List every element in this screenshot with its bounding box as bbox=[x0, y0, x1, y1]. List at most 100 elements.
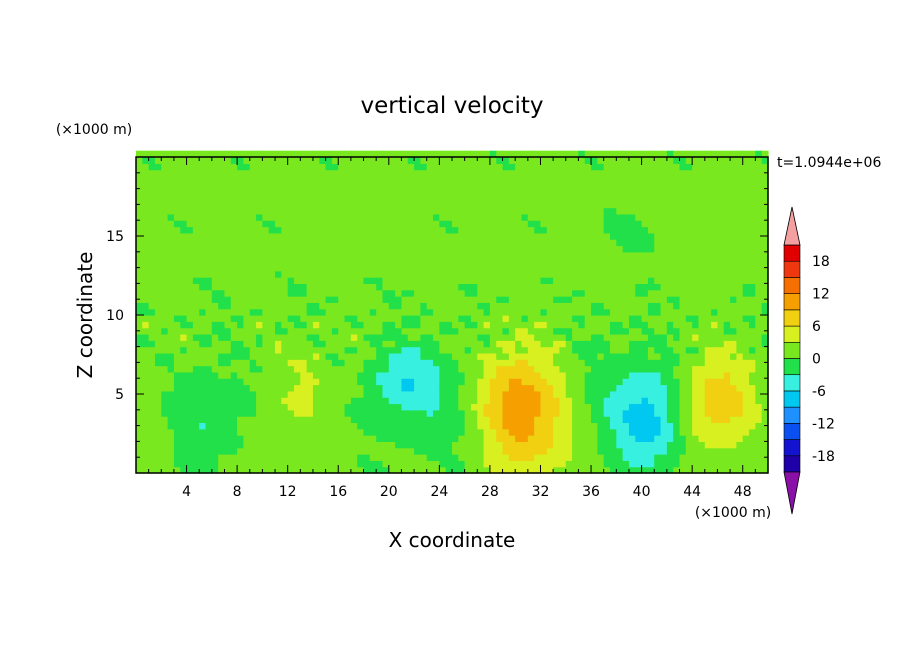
contour-cell bbox=[439, 150, 447, 158]
contour-cell bbox=[572, 182, 579, 190]
contour-cell bbox=[262, 428, 270, 436]
contour-cell bbox=[736, 194, 744, 202]
contour-cell bbox=[610, 194, 617, 202]
contour-cell bbox=[350, 157, 358, 164]
contour-cell bbox=[256, 428, 263, 436]
contour-cell bbox=[148, 264, 156, 272]
contour-cell bbox=[401, 333, 409, 341]
contour-cell bbox=[142, 201, 150, 209]
contour-cell bbox=[698, 441, 706, 449]
contour-cell bbox=[294, 315, 301, 322]
contour-cell bbox=[173, 447, 181, 455]
contour-cell bbox=[306, 308, 314, 316]
contour-cell bbox=[192, 327, 200, 335]
contour-cell bbox=[256, 163, 263, 171]
contour-cell bbox=[477, 416, 485, 424]
contour-cell bbox=[199, 188, 207, 196]
contour-cell bbox=[647, 201, 655, 209]
contour-cell bbox=[281, 333, 289, 341]
contour-cell bbox=[711, 460, 719, 468]
contour-cell bbox=[275, 346, 282, 354]
contour-cell bbox=[401, 258, 409, 266]
contour-cell bbox=[199, 454, 207, 461]
contour-cell bbox=[268, 283, 276, 291]
contour-cell bbox=[294, 169, 301, 177]
contour-cell bbox=[470, 352, 478, 360]
contour-cell bbox=[433, 409, 440, 417]
contour-cell bbox=[243, 378, 251, 386]
contour-cell bbox=[515, 157, 523, 164]
contour-cell bbox=[357, 239, 365, 247]
contour-cell bbox=[502, 302, 510, 310]
contour-cell bbox=[508, 340, 516, 348]
contour-cell bbox=[199, 283, 207, 291]
contour-cell bbox=[136, 384, 143, 392]
contour-cell bbox=[711, 397, 719, 405]
contour-cell bbox=[641, 333, 649, 341]
contour-cell bbox=[256, 245, 263, 253]
contour-cell bbox=[730, 409, 737, 417]
contour-cell bbox=[180, 150, 188, 158]
contour-cell bbox=[312, 409, 320, 417]
contour-cell bbox=[407, 201, 415, 209]
contour-cell bbox=[312, 378, 320, 386]
contour-cell bbox=[312, 163, 320, 171]
contour-cell bbox=[496, 390, 504, 398]
contour-cell bbox=[730, 201, 737, 209]
contour-cell bbox=[376, 302, 384, 310]
contour-cell bbox=[628, 264, 636, 272]
contour-cell bbox=[161, 346, 169, 354]
contour-cell bbox=[243, 371, 251, 379]
contour-cell bbox=[610, 460, 617, 468]
contour-cell bbox=[559, 454, 567, 461]
contour-cell bbox=[154, 333, 162, 341]
contour-cell bbox=[584, 283, 592, 291]
contour-cell bbox=[742, 258, 750, 266]
contour-cell bbox=[546, 384, 554, 392]
contour-cell bbox=[559, 277, 567, 284]
contour-cell bbox=[616, 460, 624, 468]
contour-cell bbox=[742, 182, 750, 190]
contour-cell bbox=[578, 302, 586, 310]
contour-cell bbox=[527, 321, 535, 329]
contour-cell bbox=[287, 365, 295, 373]
contour-cell bbox=[230, 194, 238, 202]
contour-cell bbox=[319, 422, 327, 430]
contour-cell bbox=[369, 264, 377, 272]
contour-cell bbox=[173, 416, 181, 424]
contour-cell bbox=[565, 289, 573, 297]
contour-cell bbox=[338, 315, 346, 322]
contour-cell bbox=[591, 447, 598, 455]
contour-cell bbox=[616, 157, 624, 164]
contour-cell bbox=[249, 213, 257, 221]
contour-cell bbox=[287, 182, 295, 190]
contour-cell bbox=[527, 390, 535, 398]
contour-cell bbox=[597, 327, 605, 335]
contour-cell bbox=[616, 340, 624, 348]
contour-cell bbox=[154, 460, 162, 468]
contour-cell bbox=[211, 321, 219, 329]
contour-cell bbox=[414, 346, 421, 354]
contour-cell bbox=[439, 245, 447, 253]
contour-cell bbox=[306, 302, 314, 310]
contour-cell bbox=[230, 441, 238, 449]
contour-cell bbox=[508, 270, 516, 278]
contour-cell bbox=[616, 188, 624, 196]
contour-cell bbox=[452, 384, 459, 392]
contour-cell bbox=[704, 378, 712, 386]
contour-cell bbox=[527, 308, 535, 316]
contour-cell bbox=[256, 188, 263, 196]
contour-cell bbox=[534, 201, 542, 209]
contour-cell bbox=[319, 403, 327, 411]
contour-cell bbox=[376, 232, 384, 240]
contour-cell bbox=[363, 340, 371, 348]
contour-cell bbox=[256, 340, 263, 348]
contour-cell bbox=[477, 384, 485, 392]
contour-cell bbox=[256, 150, 263, 158]
contour-cell bbox=[723, 163, 731, 171]
contour-cell bbox=[294, 466, 301, 474]
contour-cell bbox=[186, 397, 194, 405]
contour-cell bbox=[717, 150, 725, 158]
contour-cell bbox=[692, 416, 700, 424]
contour-cell bbox=[319, 220, 327, 228]
